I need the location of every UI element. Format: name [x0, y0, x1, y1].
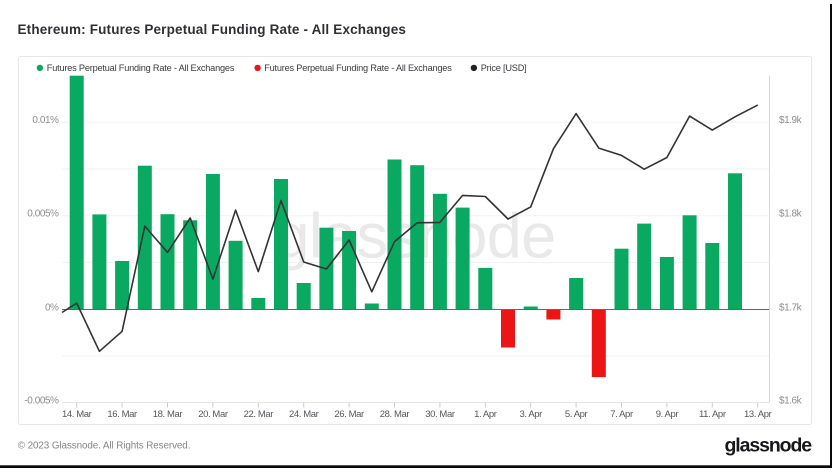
- svg-text:28. Mar: 28. Mar: [380, 409, 410, 420]
- svg-text:0%: 0%: [45, 302, 59, 313]
- svg-text:7. Apr: 7. Apr: [610, 409, 633, 420]
- svg-text:13. Apr: 13. Apr: [744, 409, 772, 420]
- svg-text:© 2023 Glassnode. All Rights R: © 2023 Glassnode. All Rights Reserved.: [18, 440, 191, 451]
- svg-text:24. Mar: 24. Mar: [289, 409, 319, 420]
- svg-text:-0.005%: -0.005%: [24, 395, 59, 406]
- svg-text:Price [USD]: Price [USD]: [481, 63, 527, 73]
- svg-text:$1.8k: $1.8k: [779, 209, 803, 220]
- svg-text:26. Mar: 26. Mar: [334, 409, 364, 420]
- svg-text:11. Apr: 11. Apr: [699, 409, 726, 420]
- svg-text:22. Mar: 22. Mar: [244, 409, 274, 420]
- svg-text:$1.6k: $1.6k: [779, 395, 803, 406]
- svg-text:Futures Perpetual Funding Rate: Futures Perpetual Funding Rate - All Exc…: [47, 63, 235, 73]
- svg-text:Ethereum: Futures Perpetual Fu: Ethereum: Futures Perpetual Funding Rate…: [18, 22, 407, 37]
- svg-text:14. Mar: 14. Mar: [62, 409, 92, 420]
- svg-text:3. Apr: 3. Apr: [519, 409, 542, 420]
- svg-text:$1.7k: $1.7k: [779, 302, 803, 313]
- svg-text:9. Apr: 9. Apr: [656, 409, 679, 420]
- svg-text:1. Apr: 1. Apr: [474, 409, 497, 420]
- svg-text:16. Mar: 16. Mar: [107, 409, 137, 420]
- svg-text:0.005%: 0.005%: [27, 209, 59, 220]
- svg-text:5. Apr: 5. Apr: [565, 409, 588, 420]
- svg-text:18. Mar: 18. Mar: [153, 409, 183, 420]
- svg-text:$1.9k: $1.9k: [779, 115, 803, 126]
- svg-text:glassnode: glassnode: [725, 435, 813, 457]
- svg-text:30. Mar: 30. Mar: [425, 409, 455, 420]
- svg-text:Futures Perpetual Funding Rate: Futures Perpetual Funding Rate - All Exc…: [264, 63, 452, 73]
- svg-text:0.01%: 0.01%: [32, 115, 59, 126]
- svg-text:20. Mar: 20. Mar: [198, 409, 228, 420]
